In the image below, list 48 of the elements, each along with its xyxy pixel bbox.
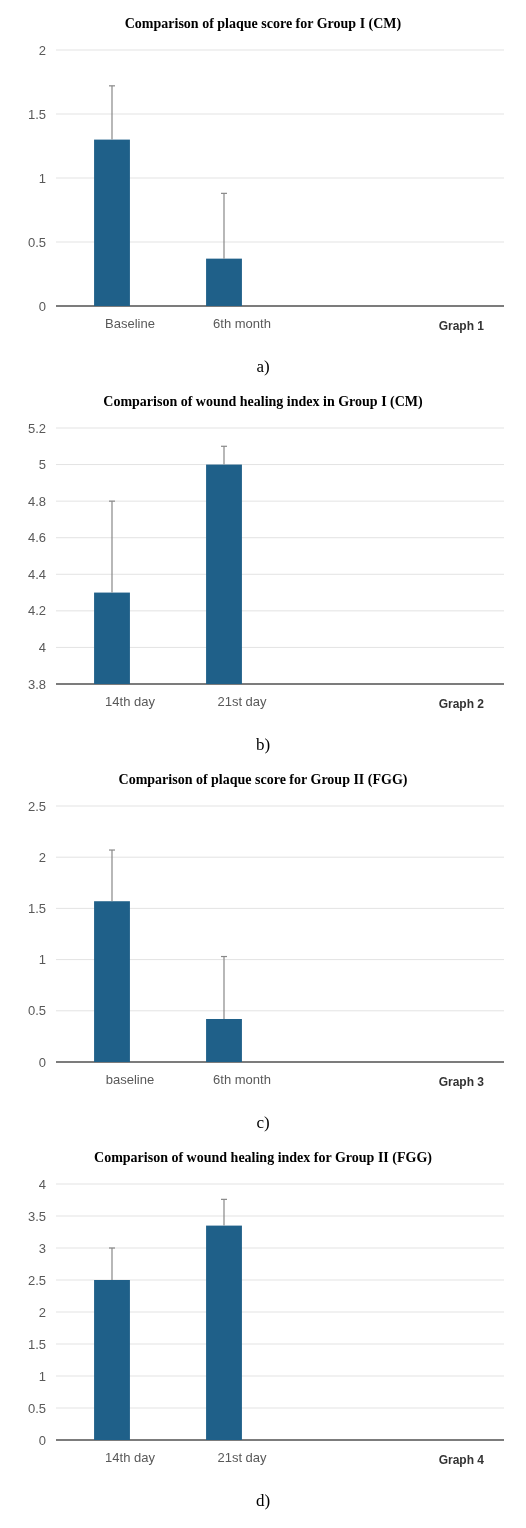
y-tick-label: 0 (38, 298, 46, 314)
chart-title: Comparison of plaque score for Group I (CM) (124, 16, 402, 32)
x-tick-label: Baseline (105, 316, 155, 331)
y-tick-label: 2 (38, 1304, 46, 1320)
y-tick-label: 2.5 (27, 1272, 46, 1288)
y-tick-label: 3 (38, 1240, 46, 1256)
y-tick-label: 2.5 (27, 798, 46, 814)
x-tick-label: 21st day (217, 694, 268, 709)
y-tick-label: 0.5 (27, 1400, 46, 1416)
y-tick-label: 4.8 (27, 493, 46, 509)
text: c) (256, 1113, 270, 1132)
caption: Graph 1 (438, 319, 485, 333)
caption: Graph 4 (438, 1453, 485, 1467)
y-tick-label: 1.5 (27, 1336, 46, 1352)
text: a) (256, 357, 270, 376)
y-tick-label: 2 (38, 849, 46, 865)
text: b) (255, 735, 271, 754)
caption: Graph 3 (438, 1075, 485, 1089)
caption: Graph 2 (438, 697, 485, 711)
chart-title: Comparison of wound healing index for Group II (FGG) (94, 1150, 433, 1166)
y-tick-label: 4.2 (27, 603, 46, 619)
y-tick-label: 1 (38, 170, 46, 186)
chart-title: Comparison of wound healing index in Group I (CM) (103, 394, 424, 410)
y-tick-label: 3.5 (27, 1208, 46, 1224)
x-tick-label: 6th month (213, 316, 271, 331)
y-tick-label: 1 (38, 1368, 46, 1384)
y-tick-label: 1.5 (27, 900, 46, 916)
y-tick-label: 5 (38, 457, 46, 473)
y-tick-label: 3.8 (27, 676, 46, 692)
y-tick-label: 1.5 (27, 106, 46, 122)
y-tick-label: 0 (38, 1432, 46, 1448)
y-tick-label: 1 (38, 952, 46, 968)
x-tick-label: 6th month (213, 1072, 271, 1087)
y-tick-label: 4.6 (27, 530, 46, 546)
y-tick-label: 4 (38, 1176, 46, 1192)
y-tick-label: 4 (38, 639, 46, 655)
chart-title: Comparison of plaque score for Group II (FGG) (118, 772, 408, 788)
y-tick-label: 4.4 (27, 566, 46, 582)
y-tick-label: 2 (38, 42, 46, 58)
y-tick-label: 5.2 (27, 420, 46, 436)
y-tick-label: 0.5 (27, 1003, 46, 1019)
y-tick-label: 0.5 (27, 234, 46, 250)
x-tick-label: 14th day (105, 1450, 156, 1465)
x-tick-label: 14th day (105, 694, 156, 709)
y-tick-label: 0 (38, 1054, 46, 1070)
x-tick-label: baseline (105, 1072, 155, 1087)
x-tick-label: 21st day (217, 1450, 268, 1465)
text: d) (255, 1491, 271, 1510)
